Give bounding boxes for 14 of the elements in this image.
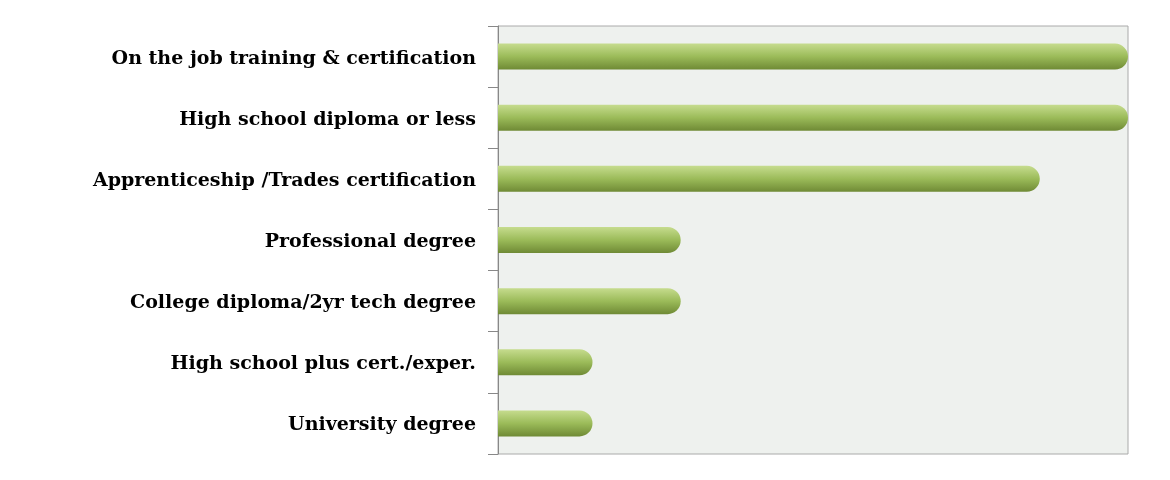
y-tick-label: Apprenticeship /Trades certification xyxy=(91,167,477,190)
bar xyxy=(498,349,593,376)
bar xyxy=(498,43,1128,70)
y-tick-label: On the job training & certification xyxy=(111,45,477,68)
y-tick-label: High school diploma or less xyxy=(179,106,476,129)
y-tick-label: High school plus cert./exper. xyxy=(170,351,476,374)
bar xyxy=(498,410,593,437)
y-tick-label: College diploma/2yr tech degree xyxy=(130,290,476,313)
y-tick-label: Professional degree xyxy=(264,229,476,251)
bar xyxy=(498,288,681,315)
bar xyxy=(498,227,681,253)
bar xyxy=(498,104,1128,131)
bar xyxy=(498,165,1040,192)
y-tick-label: University degree xyxy=(288,412,476,435)
